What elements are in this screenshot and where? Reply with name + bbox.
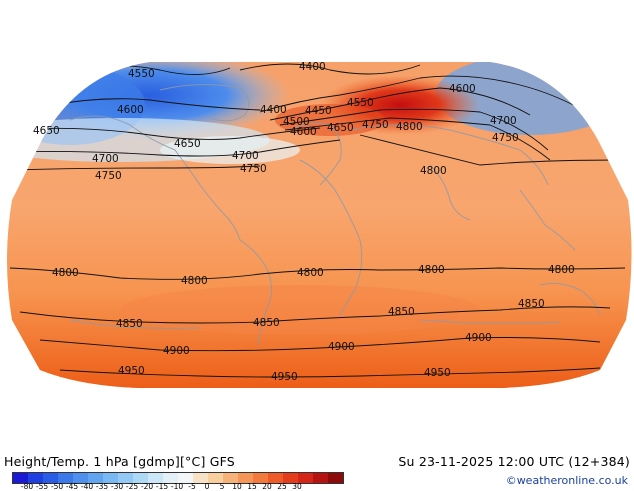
color-legend bbox=[12, 472, 344, 484]
color-legend-label: -10 bbox=[170, 482, 184, 491]
color-legend-label: 15 bbox=[247, 482, 257, 491]
contour-label: 4650 bbox=[174, 138, 201, 150]
color-legend-swatch bbox=[283, 473, 298, 483]
color-legend-label: -15 bbox=[155, 482, 169, 491]
contour-label: 4850 bbox=[518, 298, 545, 310]
color-legend-label: 25 bbox=[277, 482, 287, 491]
contour-label: 4900 bbox=[465, 332, 492, 344]
contour-label: 4600 bbox=[290, 126, 317, 138]
contour-label: 4700 bbox=[232, 150, 259, 162]
contour-label: 4550 bbox=[128, 68, 155, 80]
color-legend-swatch bbox=[298, 473, 313, 483]
color-legend-swatch bbox=[13, 473, 28, 483]
contour-label: 4400 bbox=[260, 104, 287, 116]
contour-label: 4600 bbox=[117, 104, 144, 116]
color-legend-label: -45 bbox=[65, 482, 79, 491]
color-legend-swatch bbox=[163, 473, 178, 483]
color-legend-label: 20 bbox=[262, 482, 272, 491]
contour-label: 4800 bbox=[420, 165, 447, 177]
contour-label: 4850 bbox=[116, 318, 143, 330]
color-legend-label: 10 bbox=[232, 482, 242, 491]
color-legend-swatch bbox=[178, 473, 193, 483]
map-title: Height/Temp. 1 hPa [gdmp][°C] GFS bbox=[4, 454, 235, 469]
color-legend-swatch bbox=[43, 473, 58, 483]
color-legend-swatch bbox=[208, 473, 223, 483]
contour-label: 4850 bbox=[388, 306, 415, 318]
contour-label: 4800 bbox=[181, 275, 208, 287]
color-legend-label: -55 bbox=[35, 482, 49, 491]
color-legend-swatch bbox=[103, 473, 118, 483]
contour-labels: 4550 4400 4600 4400 4450 4550 4600 4650 … bbox=[33, 61, 575, 383]
color-legend-label: 0 bbox=[204, 482, 210, 491]
color-legend-swatch bbox=[268, 473, 283, 483]
contour-label: 4800 bbox=[297, 267, 324, 279]
color-legend-swatch bbox=[58, 473, 73, 483]
contour-label: 4950 bbox=[118, 365, 145, 377]
contour-label: 4700 bbox=[92, 153, 119, 165]
contour-label: 4850 bbox=[253, 317, 280, 329]
contour-label: 4750 bbox=[362, 119, 389, 131]
color-legend-swatch bbox=[253, 473, 268, 483]
coastlines bbox=[69, 83, 601, 346]
credit-link[interactable]: ©weatheronline.co.uk bbox=[505, 474, 628, 487]
color-legend-swatch bbox=[148, 473, 163, 483]
color-legend-swatch bbox=[223, 473, 238, 483]
color-legend-swatch bbox=[88, 473, 103, 483]
color-legend-label: -80 bbox=[20, 482, 34, 491]
contour-label: 4750 bbox=[240, 163, 267, 175]
color-legend-swatch bbox=[118, 473, 133, 483]
contour-label: 4800 bbox=[548, 264, 575, 276]
contour-label: 4600 bbox=[449, 83, 476, 95]
color-legend-label: -35 bbox=[95, 482, 109, 491]
weather-map: 4550 4400 4600 4400 4450 4550 4600 4650 … bbox=[7, 61, 632, 388]
contour-label: 4700 bbox=[490, 115, 517, 127]
contour-label: 4650 bbox=[33, 125, 60, 137]
color-legend-label: -30 bbox=[110, 482, 124, 491]
map-fill bbox=[7, 62, 632, 388]
color-legend-swatch bbox=[313, 473, 328, 483]
color-legend-label: 30 bbox=[292, 482, 302, 491]
contour-label: 4800 bbox=[418, 264, 445, 276]
contour-label: 4750 bbox=[492, 132, 519, 144]
color-legend-swatch bbox=[238, 473, 253, 483]
contour-label: 4800 bbox=[52, 267, 79, 279]
color-legend-swatch bbox=[193, 473, 208, 483]
color-legend-swatch bbox=[133, 473, 148, 483]
color-legend-swatch bbox=[73, 473, 88, 483]
contour-label: 4800 bbox=[396, 121, 423, 133]
contour-label: 4550 bbox=[347, 97, 374, 109]
color-legend-swatch bbox=[328, 473, 343, 483]
color-legend-label: -5 bbox=[188, 482, 196, 491]
contour-label: 4650 bbox=[327, 122, 354, 134]
contour-label: 4400 bbox=[299, 61, 326, 73]
contour-label: 4950 bbox=[424, 367, 451, 379]
color-legend-label: -50 bbox=[50, 482, 64, 491]
color-legend-swatch bbox=[28, 473, 43, 483]
color-legend-label: -25 bbox=[125, 482, 139, 491]
contour-label: 4500 bbox=[283, 116, 310, 128]
contour-label: 4450 bbox=[305, 105, 332, 117]
color-legend-label: 5 bbox=[219, 482, 225, 491]
contour-label: 4900 bbox=[328, 341, 355, 353]
color-legend-label: -40 bbox=[80, 482, 94, 491]
map-datetime: Su 23-11-2025 12:00 UTC (12+384) bbox=[398, 454, 630, 469]
contour-label: 4750 bbox=[95, 170, 122, 182]
color-legend-label: -20 bbox=[140, 482, 154, 491]
contour-label: 4950 bbox=[271, 371, 298, 383]
contour-label: 4900 bbox=[163, 345, 190, 357]
